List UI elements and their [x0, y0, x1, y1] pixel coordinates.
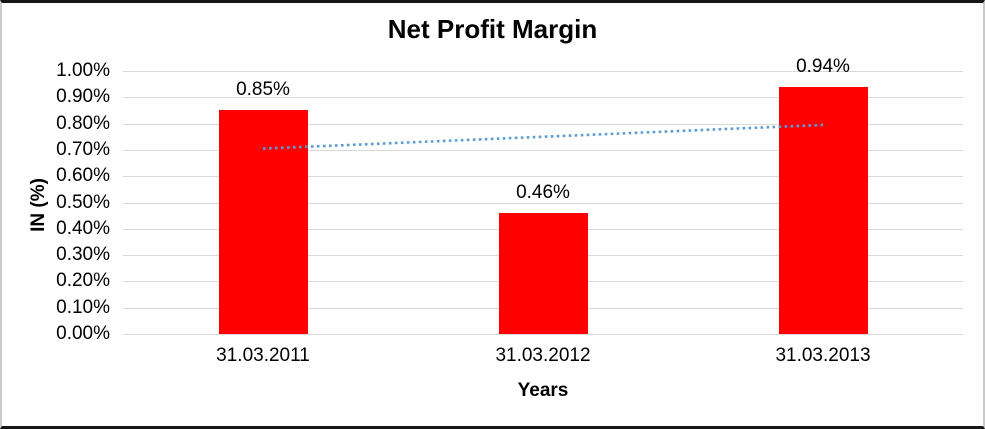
y-tick-label: 0.40% — [56, 217, 110, 239]
x-axis-title: Years — [517, 380, 569, 401]
gridline — [123, 334, 963, 335]
gridline — [123, 97, 963, 99]
y-axis-title: IN (%) — [28, 178, 49, 232]
y-tick-label: 1.00% — [56, 60, 110, 81]
y-tick-label: 0.80% — [56, 112, 110, 134]
bar — [778, 86, 868, 334]
bar-value-label: 0.46% — [516, 182, 570, 204]
bar-value-label: 0.85% — [236, 79, 290, 101]
gridline — [123, 176, 963, 178]
x-tick-label: 31.03.2012 — [495, 345, 591, 366]
x-tick-label: 31.03.2011 — [216, 345, 310, 366]
gridline — [123, 202, 963, 204]
chart-title: Net Profit Margin — [387, 14, 598, 44]
y-tick-label: 0.60% — [56, 165, 110, 187]
y-tick-label: 0.70% — [56, 138, 110, 160]
y-tick-label: 0.90% — [56, 86, 110, 108]
x-tick-label: 31.03.2013 — [775, 345, 871, 366]
gridline — [123, 71, 963, 72]
y-tick-label: 0.10% — [56, 296, 110, 318]
y-tick-label: 0.00% — [56, 323, 110, 344]
y-tick-label: 0.50% — [56, 191, 110, 213]
bar-value-label: 0.94% — [796, 55, 850, 77]
y-tick-label: 0.30% — [56, 244, 110, 266]
gridline — [123, 149, 963, 151]
bar — [218, 110, 308, 334]
plot-area: Years 1.00% 0.90% 0.80% 0.70% 0.60% 0.50% 0.40… — [56, 56, 963, 401]
bar — [498, 213, 588, 334]
y-tick-label: 0.20% — [56, 270, 110, 292]
